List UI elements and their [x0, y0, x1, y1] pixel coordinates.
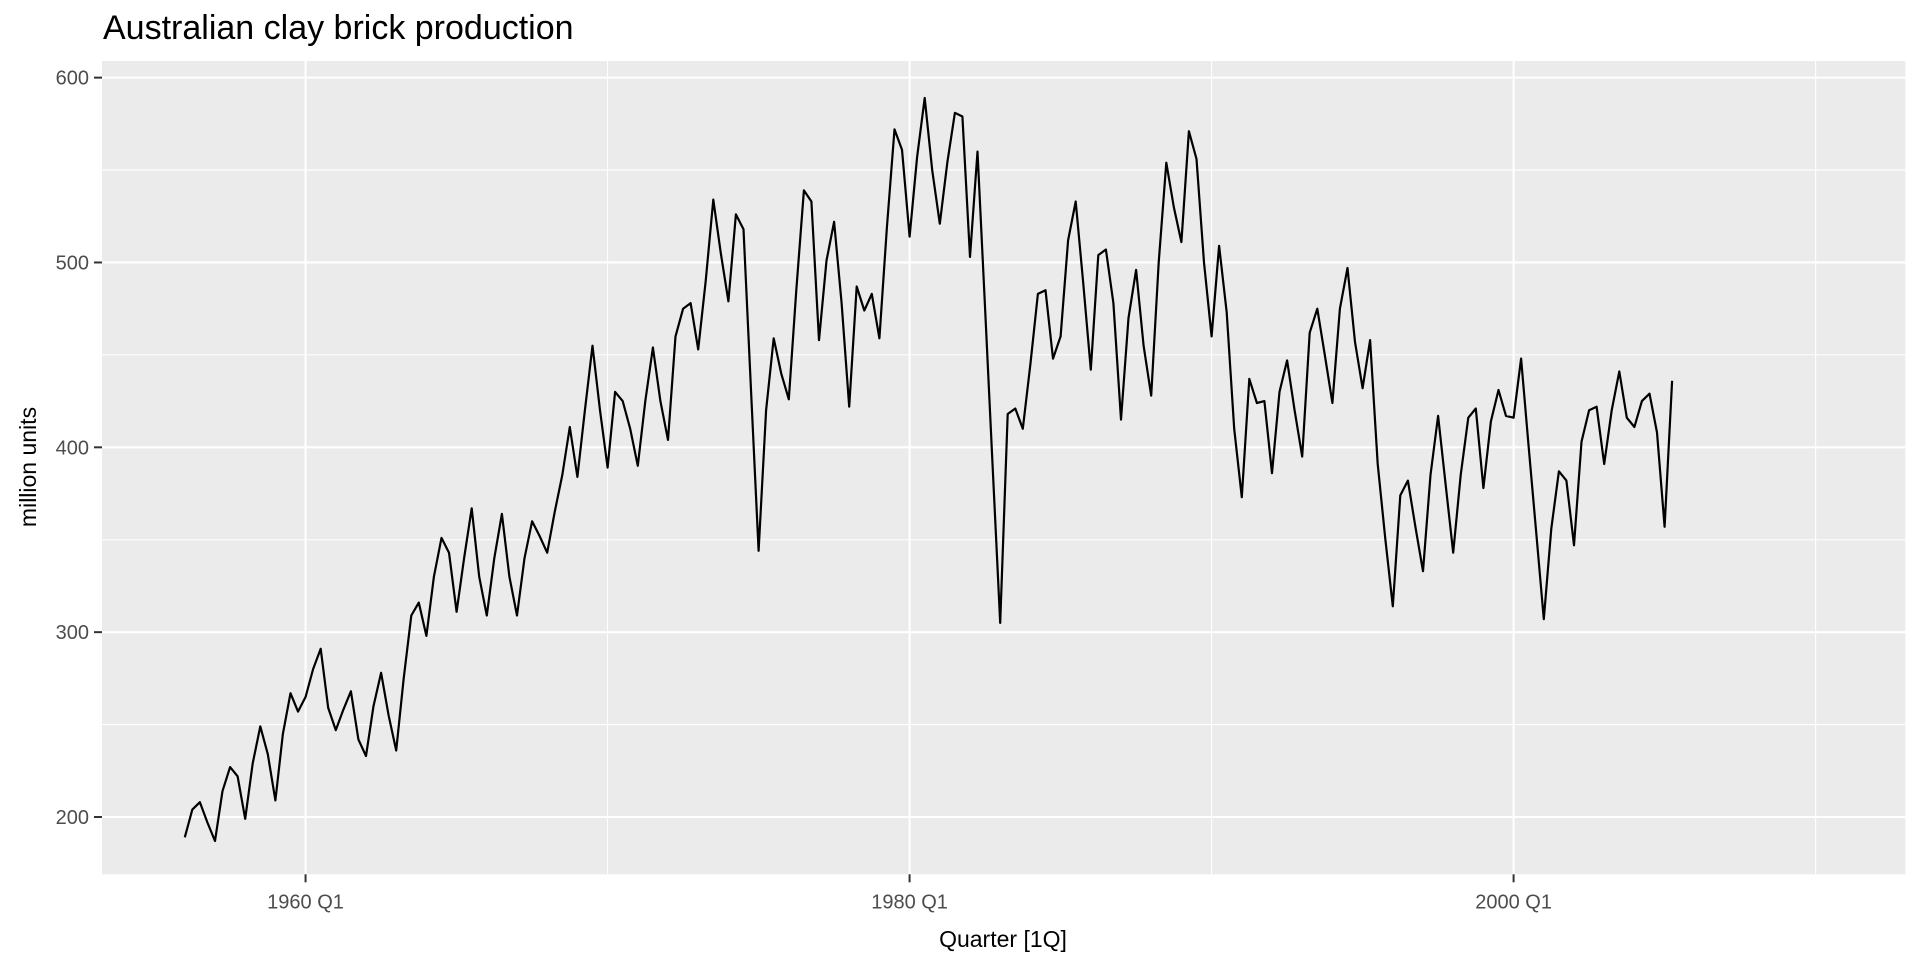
y-axis-tick-labels: 200 300 400 500 600 [56, 68, 89, 829]
x-axis-tick-labels: 1960 Q1 1980 Q1 2000 Q1 [267, 891, 1552, 913]
y-tick-label: 400 [56, 437, 89, 459]
y-tick-label: 600 [56, 68, 89, 90]
x-tick-label: 2000 Q1 [1475, 891, 1552, 913]
plot-panel [102, 61, 1906, 875]
axis-tick-marks [94, 76, 1515, 883]
y-axis-title: million units [15, 407, 41, 527]
x-axis-title: Quarter [1Q] [939, 926, 1067, 952]
y-tick-label: 300 [56, 622, 89, 644]
major-gridlines [102, 61, 1906, 875]
y-tick-label: 200 [56, 807, 89, 829]
bricks-series-line [183, 96, 1674, 843]
x-tick-label: 1980 Q1 [871, 891, 948, 913]
x-tick-label: 1960 Q1 [267, 891, 344, 913]
chart-title: Australian clay brick production [103, 9, 574, 47]
y-tick-label: 500 [56, 252, 89, 274]
